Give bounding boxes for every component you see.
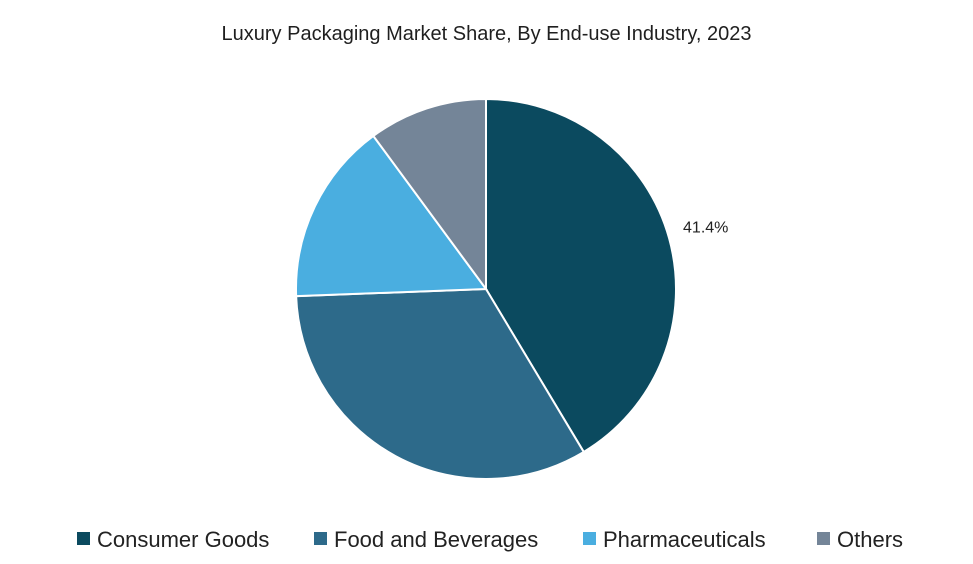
pie-slice-pharmaceuticals xyxy=(295,134,488,298)
data-labels: 41.4% xyxy=(683,219,728,236)
pie-slice-others xyxy=(371,97,487,293)
legend-swatch-others xyxy=(817,532,830,545)
legend-swatch-consumer-goods xyxy=(77,532,90,545)
legend-swatch-pharmaceuticals xyxy=(583,532,596,545)
legend-swatch-food-and-beverages xyxy=(314,532,327,545)
legend: Consumer Goods Food and Beverages Pharma… xyxy=(77,527,903,552)
pie-slices xyxy=(295,97,677,480)
legend-label-consumer-goods: Consumer Goods xyxy=(97,527,269,552)
pie-slice-consumer-goods xyxy=(485,97,677,454)
legend-label-pharmaceuticals: Pharmaceuticals xyxy=(603,527,766,552)
legend-label-others: Others xyxy=(837,527,903,552)
legend-label-food-and-beverages: Food and Beverages xyxy=(334,527,538,552)
data-label-consumer-goods: 41.4% xyxy=(683,219,728,236)
pie-slice-food-and-beverages xyxy=(295,287,586,480)
chart-title: Luxury Packaging Market Share, By End-us… xyxy=(222,23,752,45)
